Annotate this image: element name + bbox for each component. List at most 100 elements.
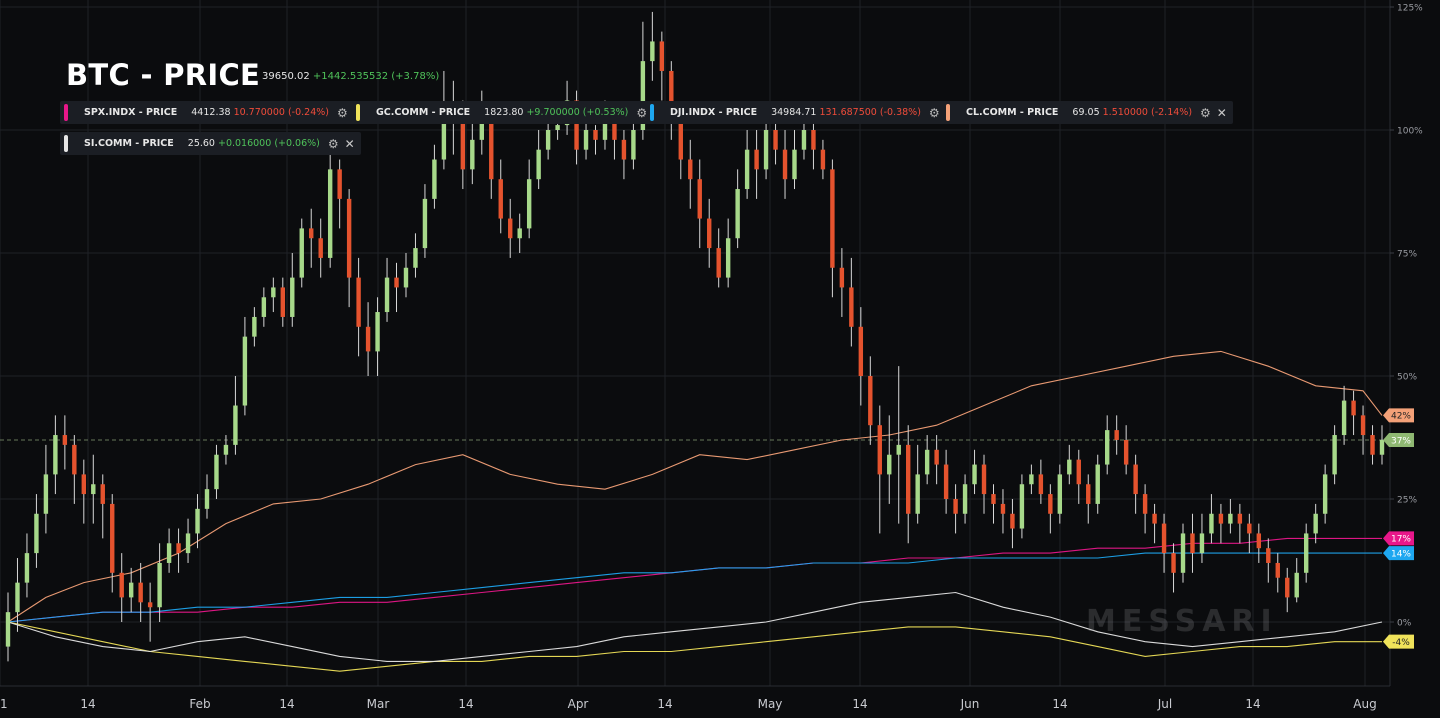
gear-icon[interactable]: ⚙ xyxy=(636,105,648,120)
candle-down xyxy=(943,464,949,499)
candle-up xyxy=(384,277,390,313)
candle-up xyxy=(1303,533,1309,573)
x-tick-label: Feb xyxy=(189,697,210,711)
legend-change-pct: (-0.24%) xyxy=(287,107,329,118)
legend-swatch xyxy=(64,135,68,152)
gear-icon[interactable]: ⚙ xyxy=(928,105,940,120)
candle-down xyxy=(309,228,314,239)
candle-up xyxy=(185,533,191,554)
candle-up xyxy=(261,297,267,317)
candle-up xyxy=(725,238,731,278)
candle-up xyxy=(1332,435,1337,475)
candle-down xyxy=(1360,415,1366,436)
x-tick-label: May xyxy=(758,697,783,711)
close-icon[interactable]: ✕ xyxy=(344,136,355,151)
x-tick-label: 14 xyxy=(852,697,867,711)
candle-down xyxy=(1123,439,1129,465)
candle-up xyxy=(1057,474,1063,514)
candle-up xyxy=(223,444,229,455)
candle-down xyxy=(508,218,513,239)
candle-up xyxy=(1341,400,1347,436)
candle-down xyxy=(1048,494,1053,514)
value-tag xyxy=(1383,408,1414,423)
legend-name: SI.COMM - PRICE xyxy=(84,138,174,149)
value-tag-text: 17% xyxy=(1391,535,1411,545)
legend-price: 1823.80 xyxy=(484,107,524,118)
last-value-labels: 42% 37% 17% 14% -4% xyxy=(1383,408,1414,649)
value-tag xyxy=(1383,634,1414,649)
series-line-cl-comm xyxy=(7,350,1383,623)
y-tick-label: 25% xyxy=(1397,496,1417,506)
candle-up xyxy=(555,125,560,130)
candle-up xyxy=(1067,459,1072,475)
candle-up xyxy=(1019,484,1025,529)
title-change: +1442.535532 xyxy=(312,71,389,82)
y-tick-label: 125% xyxy=(1397,4,1423,14)
candle-down xyxy=(1152,513,1157,524)
candle-up xyxy=(744,149,750,190)
gear-icon[interactable]: ⚙ xyxy=(327,136,339,151)
y-tick-label: 0% xyxy=(1397,619,1412,629)
legend-price: 69.05 xyxy=(1072,107,1100,118)
candle-up xyxy=(640,61,646,131)
candle-up xyxy=(583,130,589,150)
candle-down xyxy=(621,139,627,160)
candle-down xyxy=(849,287,854,327)
candle-up xyxy=(1095,464,1100,504)
title-quote: 39650.02 +1442.535532 (+3.78%) xyxy=(262,71,439,82)
legend-name: SPX.INDX - PRICE xyxy=(84,107,178,118)
candle-up xyxy=(441,105,447,160)
x-tick-label: 14 xyxy=(279,697,294,711)
candle-up xyxy=(915,474,920,514)
candle-down xyxy=(574,100,579,150)
candle-up xyxy=(962,484,968,514)
candle-up xyxy=(91,484,96,495)
candle-down xyxy=(147,602,153,608)
candle-down xyxy=(1190,533,1195,554)
candle-up xyxy=(34,513,39,554)
candle-down xyxy=(1171,553,1176,573)
legend-swatch xyxy=(64,104,68,121)
candle-down xyxy=(688,159,693,180)
candle-up xyxy=(43,474,49,514)
legend-item[interactable]: DJI.INDX - PRICE 34984.71 131.687500 (-0.3… xyxy=(646,101,962,124)
candle-up xyxy=(432,159,437,199)
close-icon[interactable]: ✕ xyxy=(1216,105,1227,120)
legend-item[interactable]: SPX.INDX - PRICE 4412.38 10.770000 (-0.24%… xyxy=(60,101,370,124)
candle-down xyxy=(1266,548,1271,563)
candle-down xyxy=(1161,523,1167,554)
candle-down xyxy=(1086,484,1091,504)
y-axis: 125% 100% 75% 50% 25% 0% xyxy=(1389,0,1423,686)
legend-name: CL.COMM - PRICE xyxy=(966,107,1059,118)
candle-up xyxy=(252,316,257,337)
candle-down xyxy=(1237,513,1243,524)
legend-change-pct: (-2.14%) xyxy=(1151,107,1193,118)
legend-change: 10.770000 xyxy=(233,107,285,118)
legend-change-pct: (-0.38%) xyxy=(879,107,921,118)
y-tick-label: 100% xyxy=(1397,127,1423,137)
gear-icon[interactable]: ⚙ xyxy=(337,105,348,120)
candle-up xyxy=(896,444,901,455)
x-axis: 21 14 Feb 14 Mar 14 Apr 14 May 14 Jun 14 Jul 14 Aug xyxy=(0,685,1390,711)
legend-item[interactable]: SI.COMM - PRICE 25.60 +0.016000 (+0.06%) ⚙ ✕ xyxy=(60,132,361,155)
candle-up xyxy=(403,267,409,288)
legend-item[interactable]: CL.COMM - PRICE 69.05 1.510000 (-2.14%) ⚙ ✕ xyxy=(942,101,1233,124)
candle-down xyxy=(981,464,987,495)
gear-icon[interactable]: ⚙ xyxy=(1200,105,1211,120)
candle-up xyxy=(924,449,930,475)
candle-up xyxy=(299,228,304,278)
title-change-pct: (+3.78%) xyxy=(391,71,440,82)
legend-item[interactable]: GC.COMM - PRICE 1823.80 +9.700000 (+0.53%)… xyxy=(352,101,670,124)
candle-up xyxy=(631,130,636,160)
candle-up xyxy=(1322,474,1328,514)
candle-down xyxy=(1218,513,1224,524)
candle-up xyxy=(233,405,238,445)
candle-up xyxy=(5,612,11,647)
legend-name: GC.COMM - PRICE xyxy=(376,107,471,118)
candle-down xyxy=(678,120,683,160)
candle-down xyxy=(754,149,759,170)
candle-up xyxy=(792,149,797,180)
value-tag-text: -4% xyxy=(1392,638,1410,648)
candle-down xyxy=(1275,562,1280,578)
